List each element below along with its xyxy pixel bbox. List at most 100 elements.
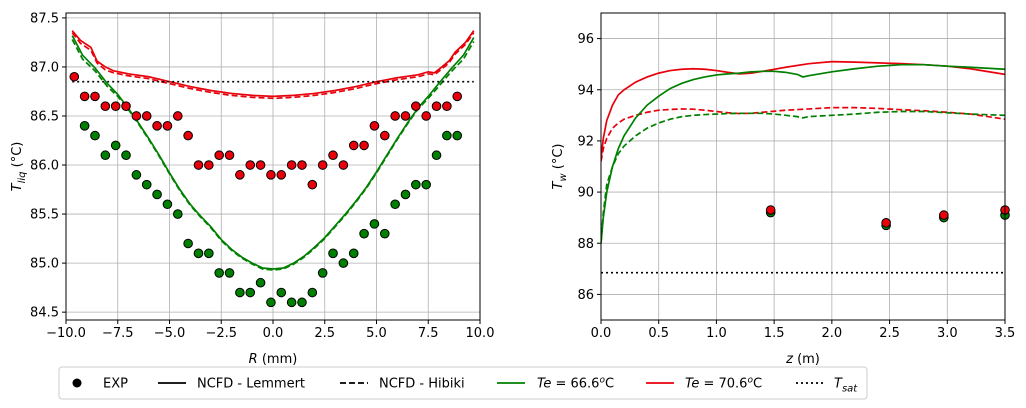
x-tick-label: 2.5 bbox=[314, 326, 335, 341]
chart-panel-1: −10.0 −7.5 −5.0 −2.5 0.0 2.5 5.0 7.5 10.0 84.5 85.… bbox=[10, 11, 494, 367]
data-point-exp bbox=[235, 170, 245, 180]
data-point-exp bbox=[286, 160, 297, 170]
data-point-exp bbox=[328, 248, 338, 259]
data-point-exp bbox=[69, 71, 80, 82]
plot-area bbox=[71, 30, 475, 271]
axes-frame bbox=[600, 12, 1006, 321]
legend-label: Te = 70.6oC bbox=[685, 376, 762, 392]
data-point-exp bbox=[204, 160, 214, 170]
data-point-exp bbox=[183, 130, 193, 141]
y-axis-label: Tw (°C) bbox=[551, 144, 569, 190]
data-point-exp bbox=[939, 210, 949, 220]
data-point-exp bbox=[79, 120, 90, 131]
x-tick-label: 10.0 bbox=[466, 326, 495, 341]
x-tick-label: 0.0 bbox=[263, 326, 284, 341]
y-tick-label: 92 bbox=[577, 134, 594, 149]
data-point-exp bbox=[369, 219, 380, 229]
data-point-exp bbox=[297, 297, 307, 308]
legend-label: EXP bbox=[103, 377, 128, 392]
x-tick-label: 5.0 bbox=[366, 326, 387, 341]
data-point-exp bbox=[317, 160, 328, 170]
x-tick-label: 0.0 bbox=[591, 326, 612, 341]
legend: EXP NCFD - Lemmert NCFD - Hibiki Te = 66.6o… bbox=[58, 366, 868, 400]
data-point-exp bbox=[172, 111, 183, 121]
data-point-exp bbox=[214, 150, 224, 161]
data-point-exp bbox=[90, 91, 100, 102]
data-point-exp bbox=[379, 228, 390, 239]
x-tick-label: 1.5 bbox=[764, 326, 785, 341]
data-point-exp bbox=[765, 205, 776, 215]
series-line-te-66-6-c-ncfd-lemmert bbox=[601, 63, 1005, 244]
data-point-exp bbox=[162, 199, 173, 210]
data-point-exp bbox=[172, 209, 183, 219]
y-tick-label: 84.5 bbox=[30, 306, 59, 321]
data-point-exp bbox=[359, 228, 369, 239]
x-axis-label: z (m) bbox=[785, 352, 820, 367]
data-point-exp bbox=[121, 150, 131, 161]
data-point-exp bbox=[224, 268, 235, 278]
data-point-exp bbox=[266, 297, 276, 308]
data-point-exp bbox=[152, 189, 162, 200]
data-point-exp bbox=[255, 277, 266, 288]
data-point-exp bbox=[369, 120, 380, 131]
series-line-te-70-6-c-ncfd-hibiki bbox=[71, 32, 475, 100]
x-tick-label: −7.5 bbox=[102, 326, 134, 341]
data-point-exp bbox=[235, 287, 245, 298]
data-point-exp bbox=[421, 179, 431, 190]
data-point-exp bbox=[328, 150, 338, 161]
legend-item-ncfd-hibiki: NCFD - Hibiki bbox=[340, 377, 465, 392]
data-point-exp bbox=[390, 111, 400, 121]
data-point-exp bbox=[348, 140, 359, 151]
data-point-exp bbox=[421, 111, 431, 121]
legend-item-t-sat: Tsat bbox=[796, 377, 858, 395]
x-tick-label: −10.0 bbox=[46, 326, 86, 341]
legend-label: NCFD - Lemmert bbox=[197, 377, 305, 392]
data-point-exp bbox=[390, 199, 400, 210]
y-tick-label: 94 bbox=[577, 83, 594, 98]
y-tick-label: 85.5 bbox=[30, 208, 59, 223]
legend-item-ncfd-lemmert: NCFD - Lemmert bbox=[158, 377, 305, 392]
data-point-exp bbox=[338, 258, 349, 268]
x-tick-label: 3.5 bbox=[995, 326, 1016, 341]
data-point-exp bbox=[224, 150, 235, 161]
data-point-exp bbox=[193, 248, 204, 259]
data-point-exp bbox=[266, 170, 276, 180]
series-line-te-70-6-c-ncfd-lemmert bbox=[71, 30, 475, 98]
legend-label: NCFD - Hibiki bbox=[379, 377, 465, 392]
data-point-exp bbox=[317, 268, 328, 278]
data-point-exp bbox=[131, 170, 142, 180]
data-point-exp bbox=[452, 91, 463, 102]
data-point-exp bbox=[204, 248, 214, 259]
x-axis-label: R (mm) bbox=[249, 352, 298, 367]
x-tick-label: 0.5 bbox=[648, 326, 669, 341]
x-tick-label: 7.5 bbox=[418, 326, 439, 341]
series-line-te-70-6-c-ncfd-lemmert bbox=[601, 60, 1005, 159]
data-point-exp bbox=[90, 130, 100, 141]
x-tick-label: −5.0 bbox=[154, 326, 186, 341]
data-point-exp bbox=[881, 217, 891, 228]
y-tick-label: 86.5 bbox=[30, 109, 59, 124]
data-point-exp bbox=[411, 179, 421, 190]
data-point-exp bbox=[110, 140, 121, 151]
data-point-exp bbox=[152, 120, 162, 131]
x-tick-label: 2.0 bbox=[822, 326, 843, 341]
data-point-exp bbox=[348, 248, 359, 259]
legend-item-exp: EXP bbox=[72, 377, 128, 392]
y-tick-label: 86 bbox=[577, 288, 594, 303]
y-tick-label: 85.0 bbox=[30, 257, 59, 272]
data-point-exp bbox=[100, 150, 111, 161]
x-tick-label: 1.0 bbox=[706, 326, 727, 341]
data-point-exp bbox=[400, 111, 411, 121]
series-line-te-70-6-c-ncfd-hibiki bbox=[601, 106, 1005, 162]
legend-item-te-66-6-c: Te = 66.6oC bbox=[497, 376, 614, 392]
data-point-exp bbox=[442, 130, 452, 141]
data-point-exp bbox=[379, 130, 390, 141]
legend-marker-icon bbox=[72, 378, 82, 388]
data-point-exp bbox=[297, 160, 307, 170]
y-axis-label: Tliq (°C) bbox=[10, 142, 28, 192]
data-point-exp bbox=[245, 160, 256, 170]
y-tick-label: 87.0 bbox=[30, 60, 59, 75]
plot-area bbox=[601, 60, 1005, 274]
y-tick-label: 86.0 bbox=[30, 159, 59, 174]
